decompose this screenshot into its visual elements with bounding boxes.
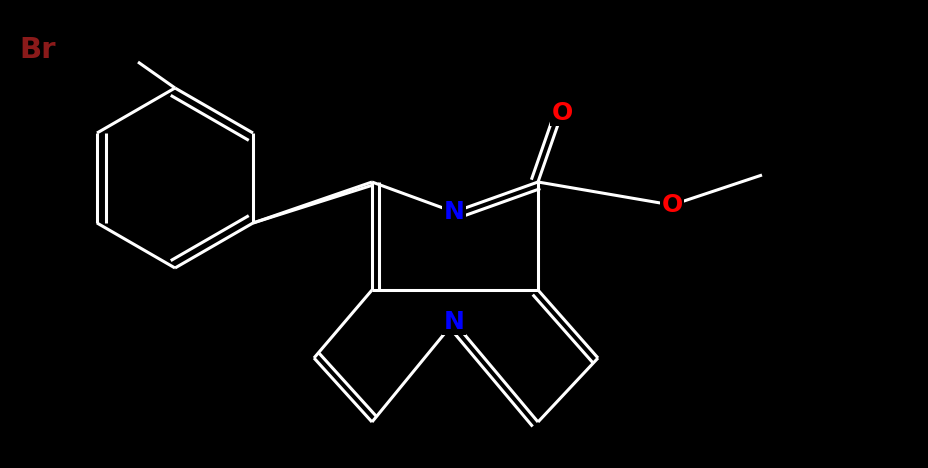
Text: N: N bbox=[443, 200, 464, 224]
Text: N: N bbox=[443, 310, 464, 334]
Text: Br: Br bbox=[19, 36, 57, 64]
Text: O: O bbox=[661, 193, 682, 217]
Text: O: O bbox=[551, 101, 572, 125]
